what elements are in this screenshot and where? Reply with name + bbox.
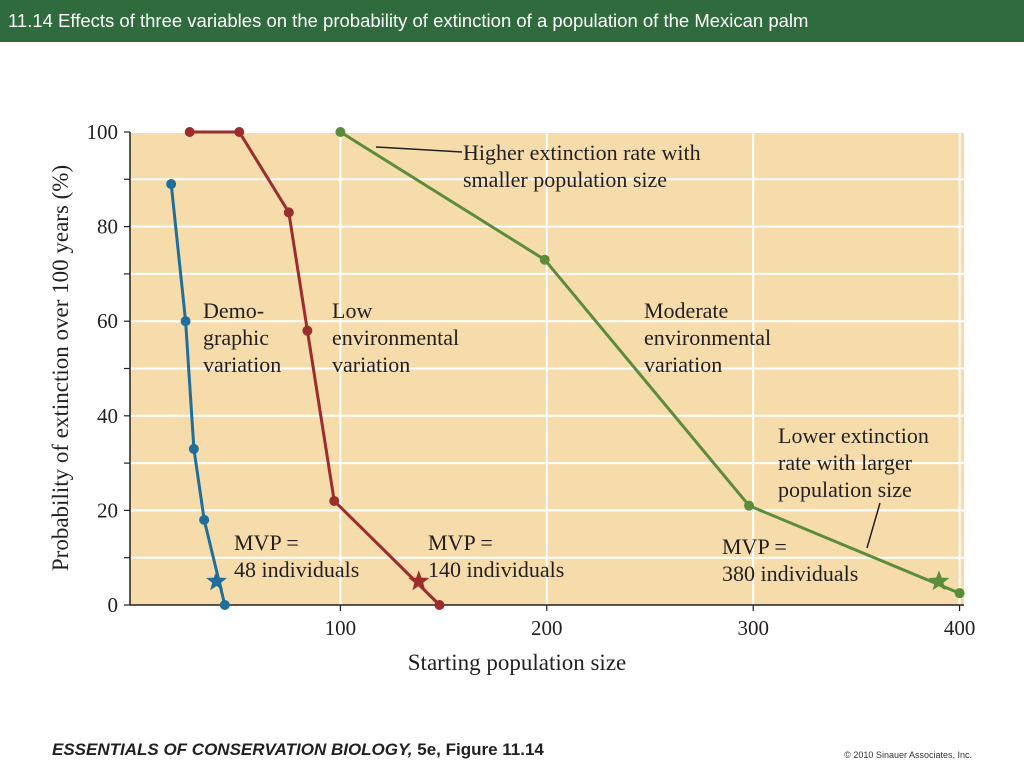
x-tick-label-300: 300 (737, 616, 769, 640)
slide-title: 11.14 Effects of three variables on the … (0, 0, 1024, 42)
mvp-label-2-line-1: 380 individuals (722, 561, 858, 586)
annotation-lower-line-0: Lower extinction (778, 423, 929, 448)
series-1-point-2 (283, 207, 294, 218)
series-label-2-line-0: Moderate (644, 298, 728, 323)
series-2-point-3 (954, 588, 965, 599)
series-2-point-1 (539, 254, 550, 265)
series-line-2 (339, 130, 961, 595)
series-0-point-3 (199, 514, 210, 525)
series-1-point-1 (234, 127, 245, 137)
series-label-0-line-2: variation (203, 352, 281, 377)
footer-figure-ref: 5e, Figure 11.14 (412, 740, 544, 759)
mvp-label-1-line-1: 140 individuals (428, 557, 564, 582)
series-1-point-3 (302, 325, 313, 336)
mvp-label-0-line-1: 48 individuals (234, 557, 359, 582)
y-tick-label-0: 0 (108, 593, 119, 617)
series-0-point-4 (219, 600, 230, 610)
x-tick-label-100: 100 (325, 616, 357, 640)
series-1-point-4 (329, 495, 340, 506)
mvp-label-2-line-0: MVP = (722, 534, 787, 559)
x-tick-label-400: 400 (944, 616, 976, 640)
annotation-lower-leader (866, 502, 881, 549)
annotation-higher-line-1: smaller population size (463, 167, 667, 192)
mvp-star-1 (408, 570, 430, 591)
y-tick-label-60: 60 (97, 309, 118, 333)
annotation-higher-leader (375, 146, 463, 153)
series-2-point-0 (335, 127, 346, 137)
series-label-1-line-1: environmental (332, 325, 459, 350)
y-tick-label-80: 80 (97, 215, 118, 239)
y-axis-label: Probability of extinction over 100 years… (48, 165, 73, 571)
series-label-2-line-1: environmental (644, 325, 771, 350)
annotation-lower-line-1: rate with larger (778, 450, 913, 475)
series-1-point-5 (434, 600, 445, 610)
footer-citation: ESSENTIALS OF CONSERVATION BIOLOGY, 5e, … (52, 740, 544, 760)
annotation-higher-line-0: Higher extinction rate with (463, 140, 701, 165)
series-0-point-0 (166, 179, 177, 190)
mvp-star-0 (206, 570, 227, 591)
y-tick-label-20: 20 (97, 498, 118, 522)
series-0-point-2 (188, 443, 199, 454)
series-line-1 (189, 130, 441, 607)
series-0-point-1 (180, 316, 191, 327)
x-axis-label: Starting population size (408, 650, 626, 675)
mvp-label-1-line-0: MVP = (428, 530, 493, 555)
annotation-lower-line-2: population size (778, 477, 912, 502)
mvp-star-2 (928, 570, 950, 591)
y-tick-label-40: 40 (97, 404, 118, 428)
y-tick-label-100: 100 (87, 120, 119, 144)
series-label-2-line-2: variation (644, 352, 722, 377)
footer-book-title: ESSENTIALS OF CONSERVATION BIOLOGY, (52, 740, 413, 759)
x-tick-label-200: 200 (531, 616, 563, 640)
mvp-label-0-line-0: MVP = (234, 530, 299, 555)
series-1-point-0 (184, 127, 195, 137)
footer-copyright: © 2010 Sinauer Associates, Inc. (844, 750, 972, 760)
series-label-0-line-0: Demo- (203, 298, 264, 323)
series-label-1-line-2: variation (332, 352, 410, 377)
series-label-0-line-1: graphic (203, 325, 269, 350)
series-label-1-line-0: Low (332, 298, 372, 323)
series-2-point-2 (744, 500, 755, 511)
